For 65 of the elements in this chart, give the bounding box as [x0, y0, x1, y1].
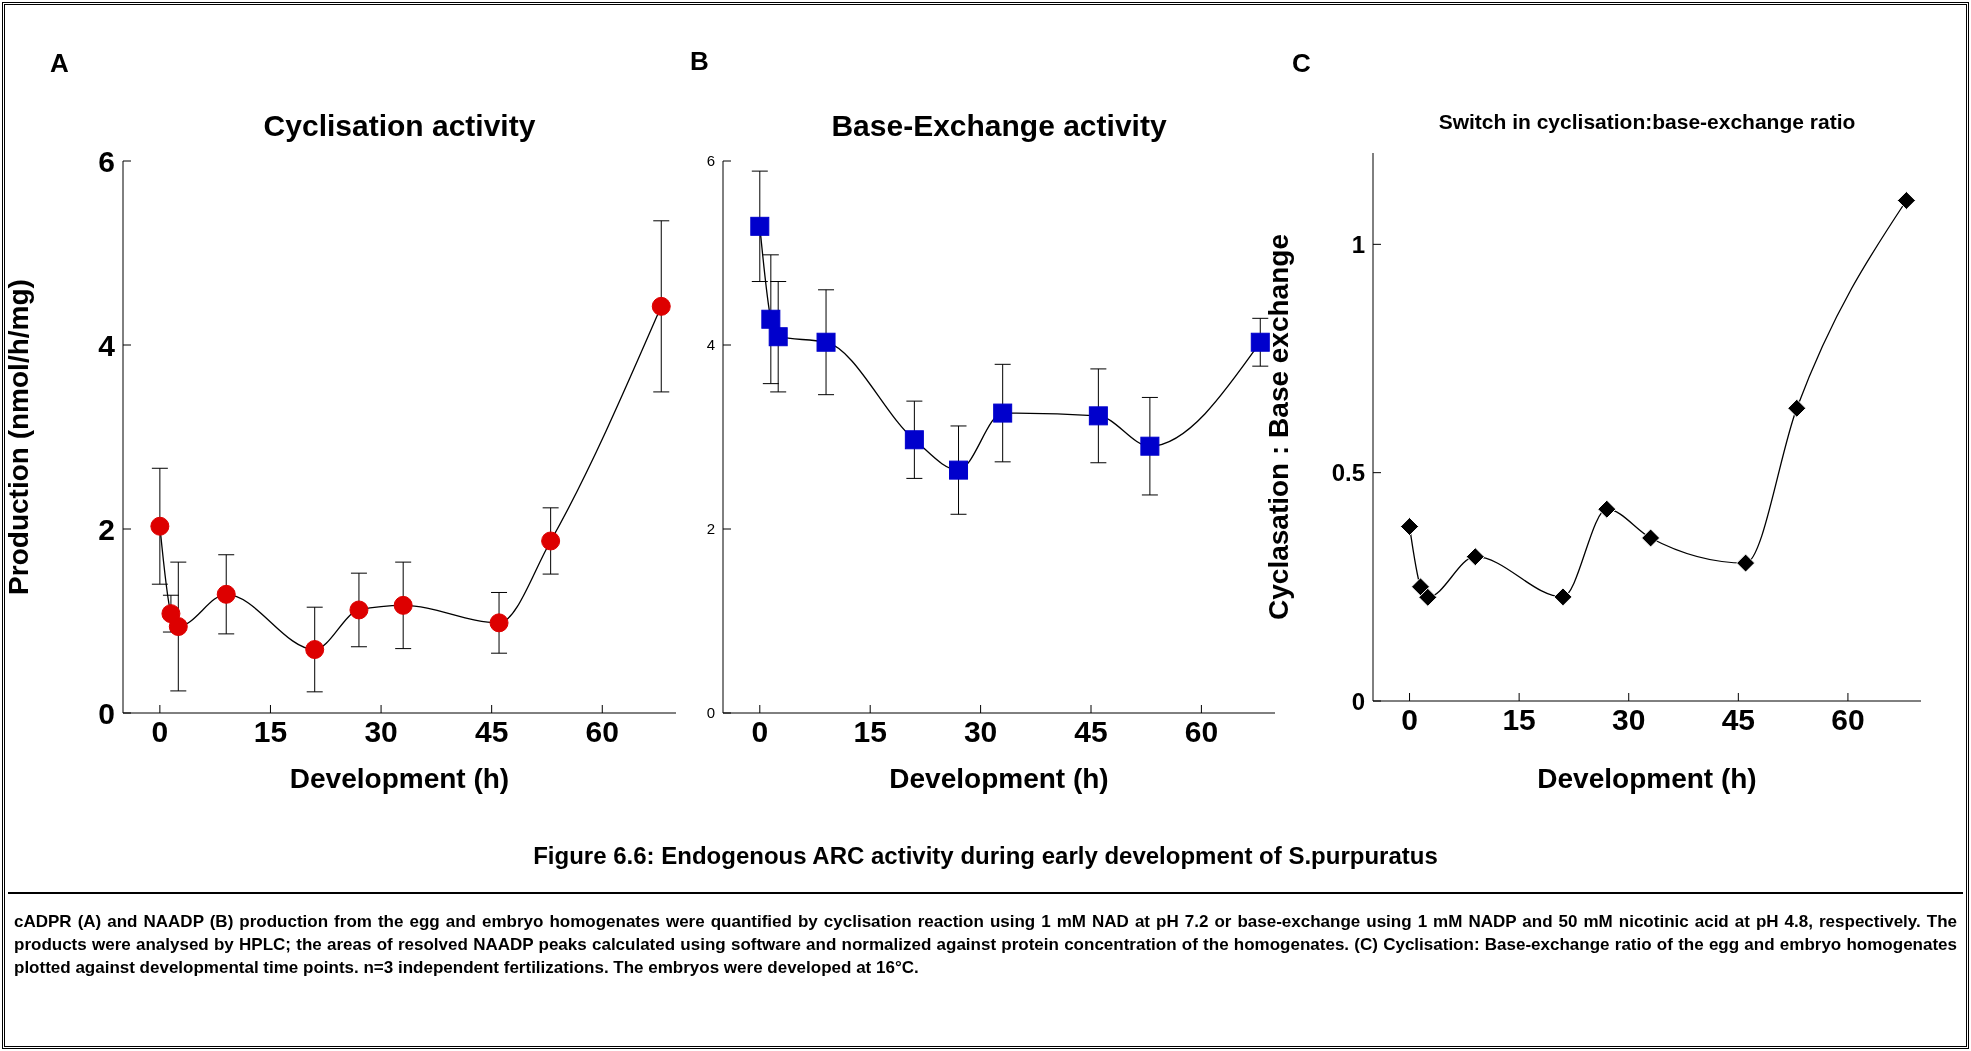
point [949, 460, 969, 480]
x-axis-title: Development (h) [1537, 763, 1757, 794]
point [305, 640, 325, 660]
y-tick-label: 6 [98, 144, 115, 178]
point [816, 332, 836, 352]
point [1140, 436, 1160, 456]
chart-title: Base-Exchange activity [830, 109, 1168, 143]
point [349, 600, 369, 620]
point [393, 595, 413, 615]
y-axis-title: Production (nmol/h/mg) [2, 279, 34, 595]
x-tick-label: 15 [853, 715, 887, 749]
x-tick-label: 60 [1184, 715, 1219, 749]
x-tick-label: 45 [474, 715, 509, 749]
x-tick-label: 30 [364, 715, 398, 749]
x-tick-label: 15 [1502, 703, 1536, 737]
x-axis-title: Development (h) [889, 763, 1109, 794]
point [168, 617, 188, 637]
point [1553, 587, 1573, 607]
point [1418, 587, 1438, 607]
point [1400, 517, 1420, 537]
point [1787, 398, 1807, 418]
point [150, 516, 170, 536]
point [768, 327, 788, 347]
point [216, 584, 236, 604]
x-tick-label: 15 [253, 715, 288, 749]
text: C [1292, 48, 1311, 78]
x-tick-label: 0 [151, 715, 169, 749]
y-tick-label: 1 [1351, 230, 1365, 258]
y-tick-label: 6 [706, 152, 715, 170]
point [651, 296, 671, 316]
point [750, 216, 770, 236]
y-tick-label: 2 [706, 520, 715, 538]
y-tick-label: 0.5 [1331, 459, 1365, 487]
text: Figure 6.6: Endogenous ARC activity during early development of S.purpuratus [532, 842, 1439, 870]
point [1736, 553, 1756, 573]
point [1088, 406, 1108, 426]
x-tick-label: 30 [1612, 703, 1646, 737]
point [1410, 577, 1430, 597]
text: B [690, 46, 709, 76]
x-tick-label: 0 [1401, 703, 1418, 737]
text: A [50, 48, 69, 78]
point [1597, 499, 1617, 519]
x-tick-label: 45 [1721, 703, 1756, 737]
point [1465, 547, 1485, 567]
text: cADPR (A) and NAADP (B) production from the egg and embryo homogenates were quantified by cyclisation reaction using 1 mM NAD at pH 7.2 or base-exchange using 1 mM NADP and 50 mM nicotinic acid at pH 4.8, respectively. The products were analysed by HPLC; the areas of resolved NAADP peaks calculated using software and normalized against protein concentration of the homogenates. (C) Cyclisation: Base-exchange ratio of the egg and embryo homogenates plotted against developmental time points. n=3 independent fertilizations. The embryos were developed at 16°C. [14, 911, 1957, 979]
chart-title: Cyclisation activity [262, 109, 537, 143]
point [1896, 190, 1916, 210]
x-tick-label: 30 [963, 715, 998, 749]
x-tick-label: 45 [1074, 715, 1108, 749]
point [1641, 528, 1661, 548]
x-tick-label: 60 [585, 715, 619, 749]
y-tick-label: 2 [98, 512, 115, 546]
point [489, 613, 509, 633]
y-tick-label: 4 [98, 328, 116, 362]
x-axis-title: Development (h) [289, 763, 510, 794]
point [993, 403, 1013, 423]
y-tick-label: 4 [706, 336, 715, 354]
x-tick-label: 0 [751, 715, 769, 749]
point [904, 430, 924, 450]
y-axis-title: Cyclasation : Base exchange [1262, 234, 1294, 620]
point [541, 531, 561, 551]
point [1250, 332, 1270, 352]
chart-title: Switch in cyclisation:base-exchange ratio [1437, 110, 1857, 134]
point [761, 309, 781, 329]
x-tick-label: 60 [1831, 703, 1865, 737]
